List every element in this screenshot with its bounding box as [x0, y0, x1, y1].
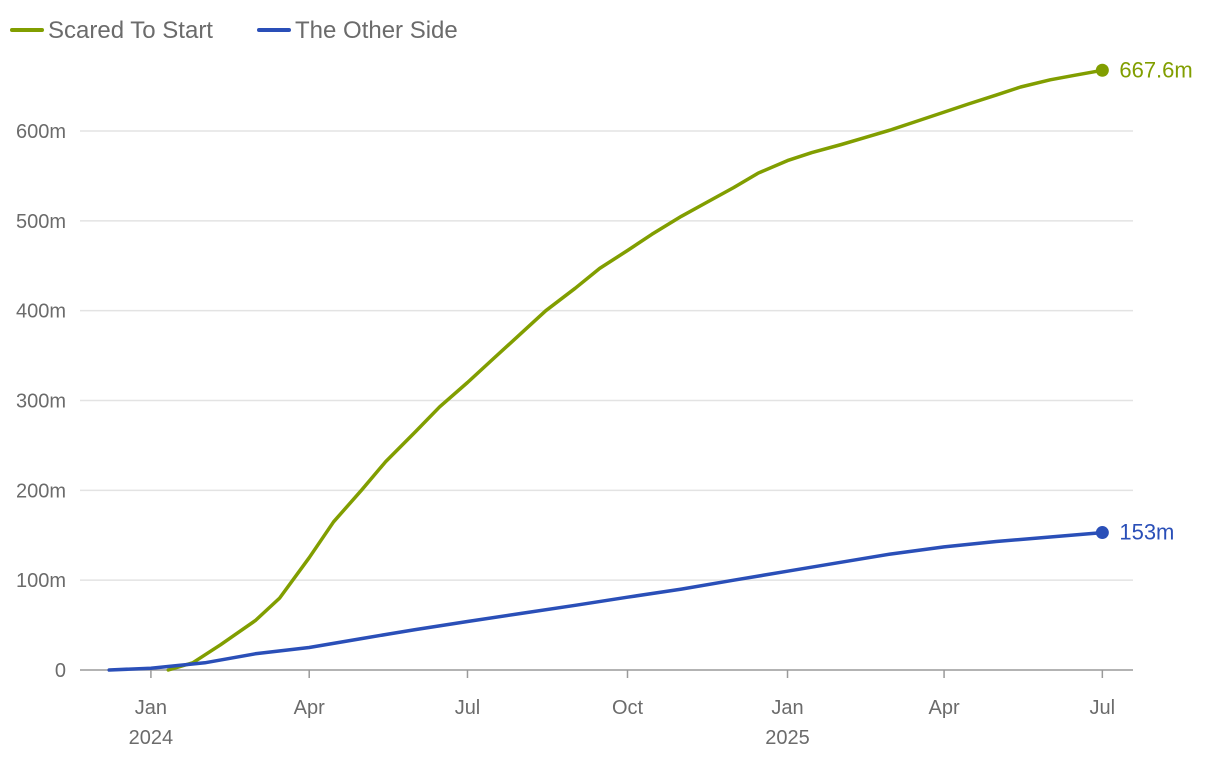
legend-item: The Other Side — [257, 17, 458, 44]
y-tick-label: 0 — [55, 660, 66, 682]
x-tick-sublabel: 2025 — [765, 727, 810, 749]
y-tick-label: 600m — [16, 121, 66, 143]
x-tick-label: Oct — [612, 697, 644, 719]
series-line — [166, 68, 1105, 672]
series-line — [107, 530, 1105, 672]
y-tick-label: 200m — [16, 480, 66, 502]
y-tick-label: 500m — [16, 211, 66, 233]
y-axis: 0 100m 200m 300m 400m 500m 600m — [16, 121, 66, 682]
legend-label: Scared To Start — [48, 17, 213, 44]
y-tick-label: 400m — [16, 301, 66, 323]
x-tick-label: Jul — [455, 697, 481, 719]
x-tick-sublabel: 2024 — [129, 727, 174, 749]
x-tick-label: Jul — [1090, 697, 1116, 719]
x-axis: Jan 2024 Apr Jul Oct Jan 2025 Apr Jul — [80, 669, 1133, 749]
x-tick-label: Jan — [135, 697, 167, 719]
series-lines — [107, 68, 1105, 672]
end-point-marker — [1095, 526, 1109, 540]
gridlines — [80, 130, 1133, 581]
end-point-marker — [1095, 63, 1109, 77]
x-tick-label: Apr — [294, 697, 325, 719]
legend-label: The Other Side — [295, 17, 458, 44]
y-tick-label: 100m — [16, 570, 66, 592]
x-tick-label: Apr — [929, 697, 960, 719]
end-value-label: 153m — [1119, 520, 1174, 545]
end-value-label: 667.6m — [1119, 57, 1192, 82]
end-markers: 667.6m 153m — [1095, 57, 1193, 545]
legend-item: Scared To Start — [10, 17, 213, 44]
y-tick-label: 300m — [16, 391, 66, 413]
x-tick-label: Jan — [771, 697, 803, 719]
legend: Scared To Start The Other Side — [10, 17, 458, 44]
